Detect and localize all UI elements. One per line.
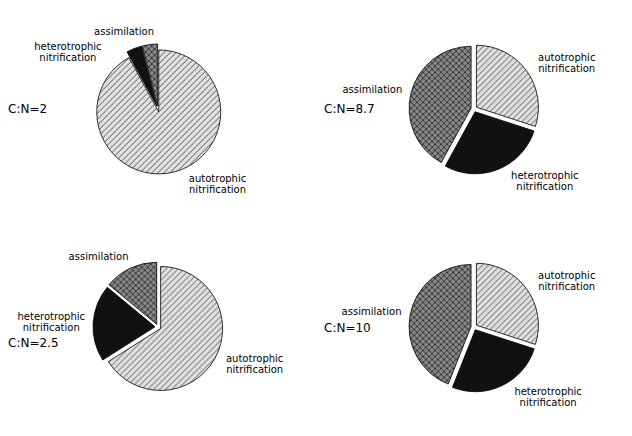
pie-slice <box>97 50 221 174</box>
slice-label-line: nitrification <box>538 281 595 292</box>
slice-label: heterotrophicnitrification <box>34 41 101 63</box>
background <box>0 0 632 436</box>
slice-label-line: autotrophic <box>538 52 595 63</box>
slice-label-line: heterotrophic <box>18 311 85 322</box>
slice-label-line: nitrification <box>520 397 577 408</box>
slice-label: autotrophicnitrification <box>189 173 246 195</box>
slices <box>409 263 538 391</box>
labels: assimilationheterotrophicnitrificationau… <box>324 270 595 408</box>
slice-label: autotrophicnitrification <box>226 353 283 375</box>
pie-slice <box>476 45 538 126</box>
pie-slice <box>108 266 222 390</box>
slices <box>93 262 223 390</box>
slice-label: assimilation <box>94 26 154 37</box>
slice-label-line: nitrification <box>189 184 246 195</box>
slices <box>409 45 538 174</box>
slice-label: assimilation <box>342 306 402 317</box>
chart-canvas: assimilationheterotrophicnitrificationau… <box>0 0 632 436</box>
annotation: C:N=2 <box>8 102 47 116</box>
slice-label: autotrophicnitrification <box>538 270 595 292</box>
slice-label: assimilation <box>342 84 402 95</box>
slices <box>97 44 221 174</box>
slice-label-line: nitrification <box>39 52 96 63</box>
slice-label-line: assimilation <box>69 251 129 262</box>
slice-label: assimilation <box>69 251 129 262</box>
annotation: C:N=2.5 <box>8 336 59 350</box>
slice-label-line: nitrification <box>226 364 283 375</box>
labels: assimilationheterotrophicnitrificationau… <box>8 251 283 375</box>
pie-slice <box>476 263 538 344</box>
pie-chart: assimilationheterotrophicnitrificationau… <box>324 45 595 191</box>
labels: assimilationheterotrophicnitrificationau… <box>324 52 595 192</box>
slice-label-line: heterotrophic <box>514 386 581 397</box>
pie-chart: assimilationheterotrophicnitrificationau… <box>8 26 246 194</box>
pie-chart: assimilationheterotrophicnitrificationau… <box>324 263 595 407</box>
slice-label: heterotrophicnitrification <box>514 386 581 408</box>
slice-label: heterotrophicnitrification <box>511 170 578 192</box>
slice-label-line: autotrophic <box>189 173 246 184</box>
slice-label-line: nitrification <box>538 63 595 74</box>
annotation: C:N=10 <box>324 321 371 335</box>
slice-label-line: assimilation <box>342 84 402 95</box>
pie-chart: assimilationheterotrophicnitrificationau… <box>8 251 283 391</box>
slice-label-line: nitrification <box>516 181 573 192</box>
slice-label-line: assimilation <box>342 306 402 317</box>
slice-label-line: autotrophic <box>538 270 595 281</box>
slice-label: autotrophicnitrification <box>538 52 595 74</box>
slice-label-line: heterotrophic <box>34 41 101 52</box>
slice-label-line: nitrification <box>23 322 80 333</box>
slice-label: heterotrophicnitrification <box>18 311 85 333</box>
labels: assimilationheterotrophicnitrificationau… <box>8 26 246 194</box>
slice-label-line: assimilation <box>94 26 154 37</box>
annotation: C:N=8.7 <box>324 102 375 116</box>
slice-label-line: autotrophic <box>226 353 283 364</box>
slice-label-line: heterotrophic <box>511 170 578 181</box>
